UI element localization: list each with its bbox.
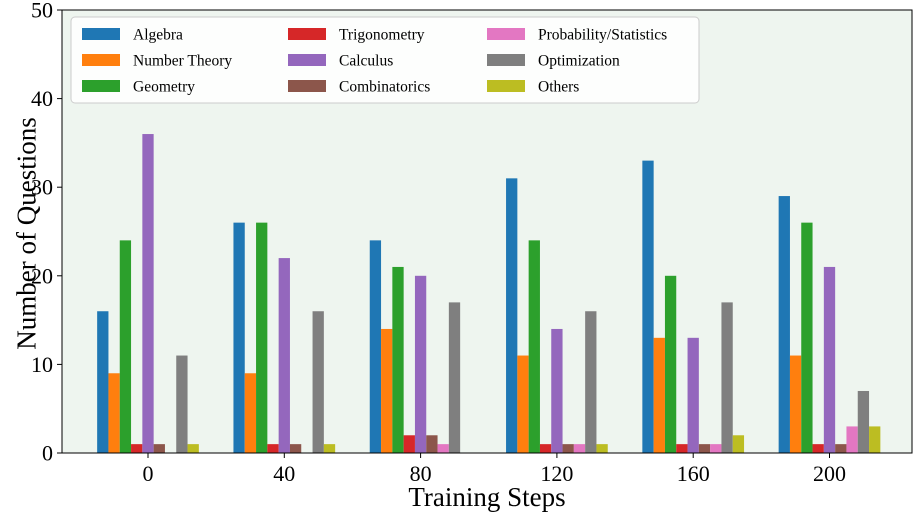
bar-optimization-80 xyxy=(448,302,461,453)
bar-combinatorics-120 xyxy=(562,444,574,453)
bar-number-theory-0 xyxy=(108,373,120,453)
bar-trigonometry-80 xyxy=(403,435,415,453)
legend-swatch xyxy=(288,28,326,40)
bar-algebra-80 xyxy=(369,240,382,453)
axes-group: 0 10 20 30 40 50 0 40 80 120 160 200 xyxy=(31,0,913,486)
x-tick-label: 200 xyxy=(813,461,846,486)
x-tick-label: 40 xyxy=(273,461,295,486)
y-tick-label: 30 xyxy=(31,175,53,200)
bar-calculus-120 xyxy=(551,328,563,453)
bar-number-theory-160 xyxy=(653,337,665,453)
bar-geometry-0 xyxy=(119,240,132,453)
legend-swatch xyxy=(487,28,525,40)
bar-trigonometry-40 xyxy=(267,444,279,453)
bar-combinatorics-40 xyxy=(289,444,302,453)
bar-probability-statistics-80 xyxy=(437,444,449,453)
y-tick-label: 10 xyxy=(31,352,53,377)
bar-probability-statistics-160 xyxy=(710,444,722,453)
y-axis-title: Number of Questions xyxy=(11,117,41,349)
bar-optimization-160 xyxy=(721,302,733,453)
legend-swatch xyxy=(82,80,120,92)
bar-others-200 xyxy=(869,426,881,453)
bar-calculus-80 xyxy=(414,275,427,453)
legend-label: Calculus xyxy=(339,53,393,70)
bars-group xyxy=(97,134,881,454)
y-tick-label: 0 xyxy=(42,441,53,466)
bar-geometry-120 xyxy=(528,240,540,453)
x-axis-title: Training Steps xyxy=(408,482,565,512)
bar-probability-statistics-200 xyxy=(846,426,858,453)
bar-trigonometry-160 xyxy=(676,444,688,453)
y-tick-label: 20 xyxy=(31,263,53,288)
bar-geometry-80 xyxy=(392,266,404,453)
bar-algebra-160 xyxy=(642,160,654,453)
bar-number-theory-80 xyxy=(381,328,393,453)
plot-frame xyxy=(61,9,913,454)
legend-swatch xyxy=(82,28,120,40)
bar-probability-statistics-120 xyxy=(573,444,586,453)
y-tick-label: 50 xyxy=(31,0,53,23)
bar-others-160 xyxy=(732,435,745,453)
bar-combinatorics-200 xyxy=(835,444,847,453)
legend-box xyxy=(70,16,700,104)
bar-geometry-40 xyxy=(256,222,268,453)
bar-algebra-40 xyxy=(233,222,245,453)
bar-combinatorics-80 xyxy=(426,435,438,453)
legend-swatch xyxy=(487,80,525,92)
x-tick-label: 0 xyxy=(143,461,154,486)
bar-trigonometry-200 xyxy=(812,444,824,453)
legend-label: Geometry xyxy=(133,79,195,96)
bar-trigonometry-0 xyxy=(131,444,143,453)
x-tick-label: 160 xyxy=(677,461,710,486)
bar-others-120 xyxy=(596,444,608,453)
legend-swatch xyxy=(288,80,326,92)
x-tick-label: 120 xyxy=(540,461,573,486)
legend-label: Algebra xyxy=(133,27,183,44)
bar-optimization-200 xyxy=(857,390,870,453)
legend-label: Trigonometry xyxy=(339,27,425,44)
legend-swatch xyxy=(288,54,326,66)
legend-swatch xyxy=(487,54,525,66)
bar-algebra-0 xyxy=(97,311,109,453)
bar-combinatorics-0 xyxy=(153,444,165,453)
bar-optimization-120 xyxy=(585,311,597,453)
legend: Algebra Number Theory Geometry Trigonometry… xyxy=(70,16,700,104)
bar-number-theory-200 xyxy=(789,355,802,453)
bar-calculus-200 xyxy=(823,266,836,453)
legend-label: Probability/Statistics xyxy=(538,27,667,44)
y-tick-label: 40 xyxy=(31,86,53,111)
bar-combinatorics-160 xyxy=(698,444,711,453)
bar-optimization-0 xyxy=(176,355,188,453)
bar-others-0 xyxy=(187,444,199,453)
bar-algebra-200 xyxy=(778,196,790,453)
bar-others-40 xyxy=(323,444,336,453)
legend-label: Others xyxy=(538,79,579,96)
bar-number-theory-120 xyxy=(517,355,529,453)
bar-geometry-160 xyxy=(664,275,677,453)
bar-algebra-120 xyxy=(506,178,518,453)
bar-number-theory-40 xyxy=(244,373,257,453)
bar-calculus-40 xyxy=(278,258,290,453)
legend-label: Combinatorics xyxy=(339,79,430,96)
bar-calculus-0 xyxy=(142,134,154,454)
bar-trigonometry-120 xyxy=(539,444,552,453)
bar-geometry-200 xyxy=(801,222,813,453)
legend-label: Number Theory xyxy=(133,53,232,70)
x-tick-label: 80 xyxy=(410,461,432,486)
bar-calculus-160 xyxy=(687,337,699,453)
legend-swatch xyxy=(82,54,120,66)
legend-label: Optimization xyxy=(538,53,620,70)
bar-optimization-40 xyxy=(312,311,324,453)
